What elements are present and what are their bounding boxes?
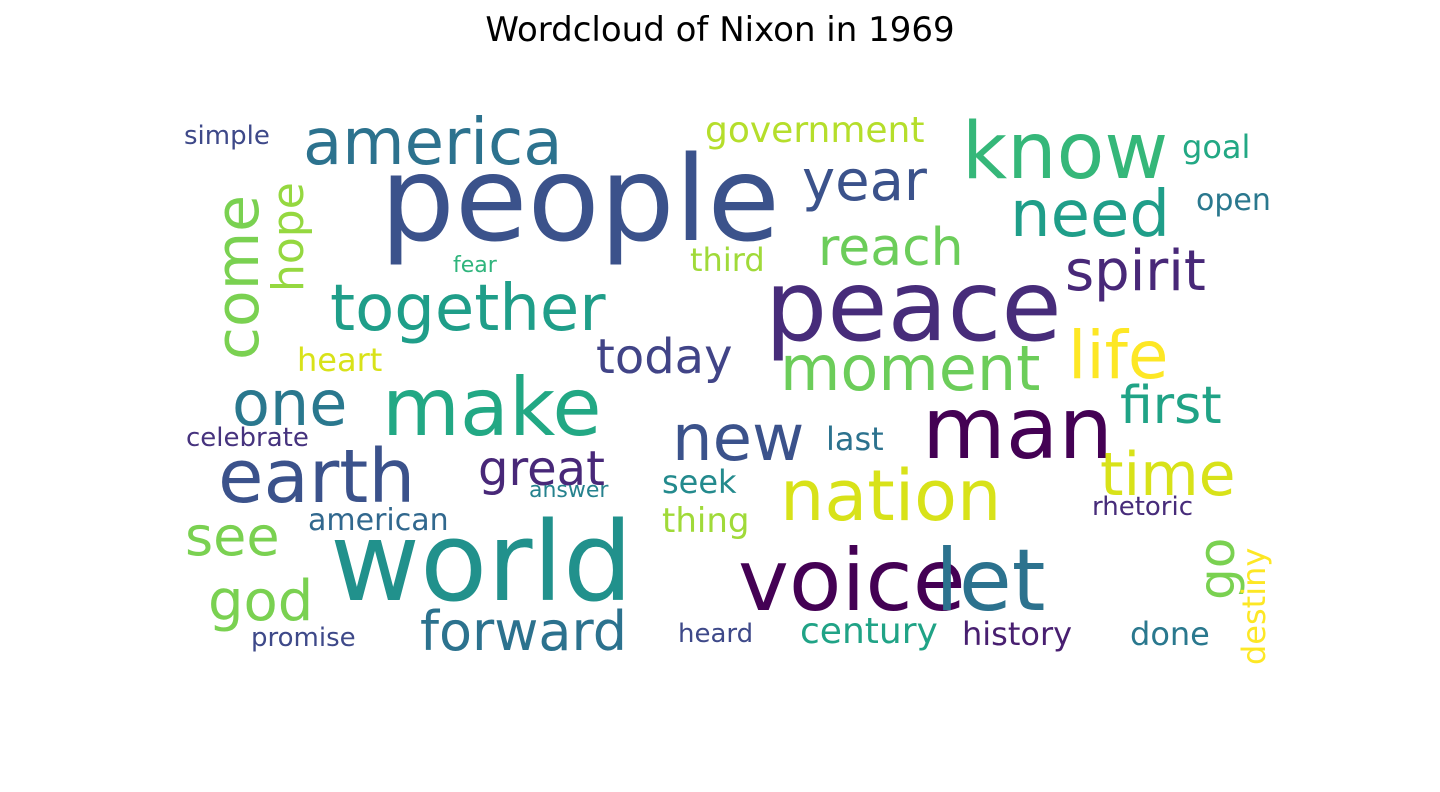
word-make: make (382, 361, 602, 454)
word-american: american (308, 503, 449, 538)
word-let: let (935, 531, 1046, 631)
word-open: open (1196, 183, 1271, 218)
word-together: together (330, 272, 606, 346)
word-history: history (962, 615, 1072, 653)
word-moment: moment (780, 332, 1040, 405)
word-spirit: spirit (1065, 239, 1206, 304)
word-great: great (478, 441, 605, 497)
word-year: year (802, 149, 928, 214)
word-forward: forward (420, 600, 627, 663)
word-destiny: destiny (1235, 548, 1273, 665)
word-earth: earth (218, 434, 415, 520)
word-life: life (1068, 317, 1169, 394)
chart-title: Wordcloud of Nixon in 1969 (485, 10, 955, 50)
word-thing: thing (662, 501, 749, 541)
word-government: government (705, 110, 924, 151)
word-peace: peace (765, 250, 1062, 364)
word-world: world (330, 498, 633, 626)
word-celebrate: celebrate (186, 423, 309, 453)
word-nation: nation (780, 455, 1001, 537)
word-time: time (1100, 440, 1236, 510)
word-century: century (800, 611, 938, 652)
word-rhetoric: rhetoric (1092, 492, 1193, 522)
word-heard: heard (678, 619, 753, 649)
word-first: first (1120, 376, 1222, 436)
word-man: man (922, 379, 1113, 479)
word-reach: reach (818, 218, 964, 278)
word-need: need (1010, 178, 1170, 252)
word-people: people (380, 130, 780, 268)
word-america: america (303, 106, 562, 180)
word-third: third (690, 241, 765, 279)
word-heart: heart (297, 341, 382, 379)
word-fear: fear (453, 253, 498, 278)
word-hope: hope (263, 182, 314, 292)
word-come: come (203, 195, 273, 360)
word-answer: answer (529, 478, 609, 503)
word-new: new (672, 402, 804, 476)
word-simple: simple (184, 121, 270, 151)
word-done: done (1130, 615, 1210, 653)
word-god: god (208, 569, 313, 634)
word-today: today (596, 329, 732, 385)
word-promise: promise (251, 623, 356, 653)
word-know: know (962, 107, 1168, 197)
word-see: see (185, 505, 280, 568)
word-go: go (1188, 538, 1246, 600)
word-voice: voice (738, 531, 966, 631)
word-goal: goal (1182, 128, 1250, 166)
word-one: one (232, 367, 347, 440)
word-seek: seek (662, 463, 737, 501)
word-last: last (826, 420, 884, 458)
